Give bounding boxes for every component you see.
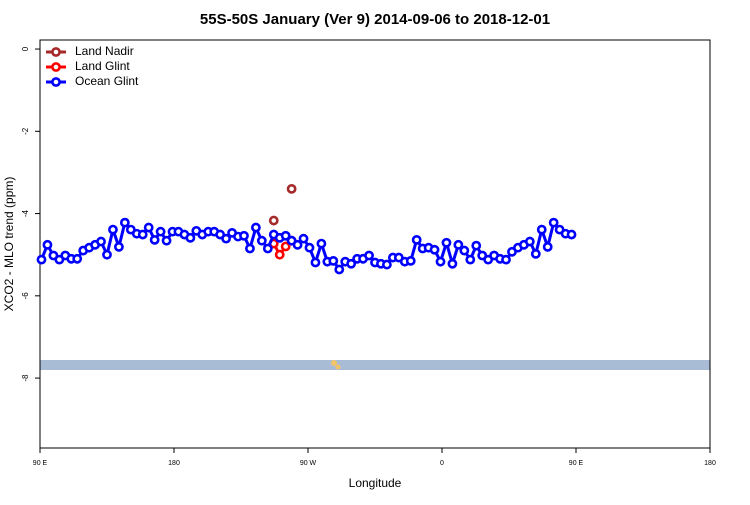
y-tick-label: -6 [21,292,30,300]
data-point [411,234,422,245]
data-point [286,183,297,194]
y-axis-label: XCO2 - MLO trend (ppm) [2,177,16,312]
data-point [262,243,273,254]
data-point [185,232,196,243]
legend-label: Land Nadir [75,44,134,58]
data-point [280,230,291,241]
data-point [459,245,470,256]
plot-frame [39,39,711,449]
data-point [114,241,124,252]
data-point [346,258,357,269]
data-point [268,215,279,226]
data-point [316,238,327,249]
x-tick-label: 90 E [569,460,584,467]
data-point [441,237,452,248]
x-tick-label: 90 E [33,460,48,467]
data-point [435,256,446,267]
data-point [364,250,374,261]
x-tick-label: 180 [704,460,716,467]
legend-marker [51,62,61,72]
data-point [566,229,577,240]
data-point [245,243,255,254]
data-point [334,264,345,275]
data-point [280,241,291,252]
data-point [108,224,118,235]
data-point [143,222,154,233]
data-point [536,224,547,235]
map-band [40,360,710,370]
data-point [102,249,112,260]
data-point [405,255,416,266]
x-tick-label: 180 [168,460,180,467]
data-point [447,258,458,269]
data-point [42,239,53,250]
data-point [221,233,232,244]
data-point [310,257,321,268]
legend-marker [51,77,61,87]
data-point [137,229,148,240]
data-point [382,259,392,270]
data-point [250,222,261,233]
x-tick-label: 90 W [300,460,317,467]
data-point [256,235,267,246]
data-point [471,240,482,251]
data-point [524,236,535,247]
data-point [149,234,160,245]
data-point [548,217,559,228]
data-point [429,244,440,255]
data-point [274,249,285,260]
data-point [36,254,47,265]
legend-label: Ocean Glint [75,74,139,88]
y-tick-label: 0 [21,46,30,51]
x-tick-label: 0 [440,460,444,467]
data-point [239,230,249,241]
legend-label: Land Glint [75,59,130,73]
x-axis-label: Longitude [349,476,402,490]
data-point [96,236,106,247]
data-point [119,217,130,228]
data-point [161,235,172,246]
chart-title: 55S-50S January (Ver 9) 2014-09-06 to 20… [200,11,550,28]
map-land [335,364,341,370]
data-point [304,242,315,253]
data-point [292,239,303,250]
data-point [298,233,309,244]
data-point [530,248,541,259]
y-tick-label: -8 [21,374,30,382]
data-point [328,255,339,266]
y-tick-label: -4 [21,209,30,217]
data-point [542,241,553,252]
legend-marker [51,47,61,57]
map-land [331,360,337,366]
data-point [72,253,83,264]
data-point [453,239,464,250]
data-point [465,254,476,265]
data-point [501,254,511,265]
y-tick-label: -2 [21,127,30,135]
data-point [155,226,166,237]
